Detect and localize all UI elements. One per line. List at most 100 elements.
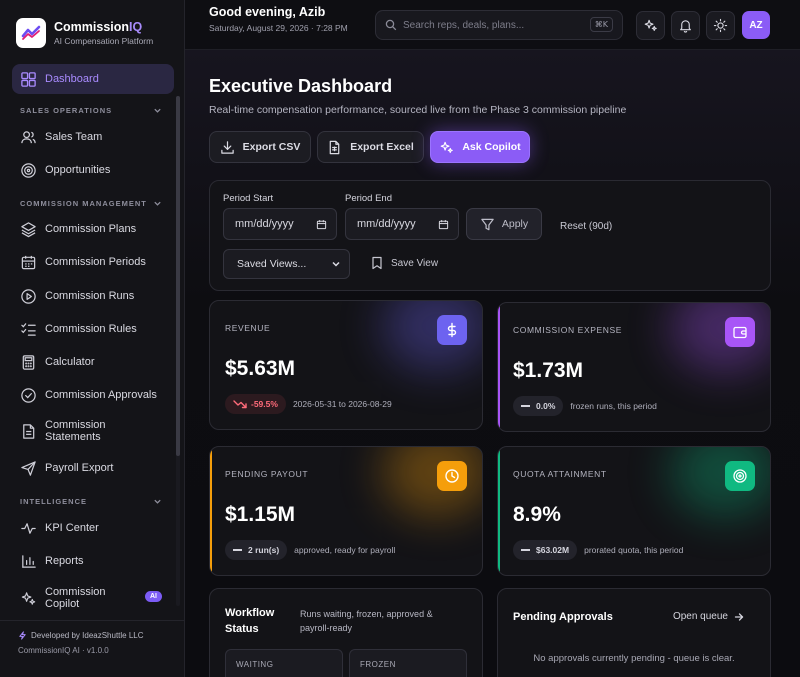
calendar-icon[interactable] xyxy=(438,219,449,230)
ai-badge: AI xyxy=(145,591,162,602)
brand-logo xyxy=(16,18,46,48)
search-input[interactable] xyxy=(403,19,583,31)
save-view-button[interactable]: Save View xyxy=(370,256,438,270)
sidebar-scrollbar-thumb[interactable] xyxy=(176,96,180,456)
kpi-footnote: frozen runs, this period xyxy=(570,401,657,411)
calendar-icon[interactable] xyxy=(316,219,327,230)
sidebar-item-opportunities[interactable]: Opportunities xyxy=(12,155,174,185)
greeting-date: Saturday, August 29, 2026 · 7:28 PM xyxy=(209,23,348,33)
saved-views-select[interactable]: Saved Views... xyxy=(223,249,350,279)
sun-icon xyxy=(713,18,728,33)
export-excel-button[interactable]: Export Excel xyxy=(317,131,424,163)
kpi-footnote: approved, ready for payroll xyxy=(294,545,396,555)
brand-name: CommissionIQ xyxy=(54,20,143,34)
delta-chip: 2 run(s) xyxy=(225,540,288,560)
open-queue-link[interactable]: Open queue xyxy=(673,611,744,622)
sidebar-item-label: Sales Team xyxy=(45,131,103,143)
brand[interactable]: CommissionIQ AI Compensation Platform xyxy=(16,18,153,48)
dollar-icon xyxy=(437,315,467,345)
search-icon xyxy=(385,19,397,31)
sidebar-item-commission-rules[interactable]: Commission Rules xyxy=(12,314,174,344)
flat-trend-icon xyxy=(233,549,242,551)
ai-assistant-button[interactable] xyxy=(636,11,665,40)
period-start-input[interactable]: mm/dd/yyyy xyxy=(223,208,337,240)
arrow-right-icon xyxy=(734,612,744,621)
workflow-title: Workflow Status xyxy=(225,607,275,635)
sidebar-item-label: Calculator xyxy=(45,356,95,368)
version-text: CommissionIQ AI · v1.0.0 xyxy=(18,646,109,655)
notifications-button[interactable] xyxy=(671,11,700,40)
export-csv-button[interactable]: Export CSV xyxy=(209,131,311,163)
sidebar-item-label: Commission Rules xyxy=(45,323,137,335)
apply-button[interactable]: Apply xyxy=(466,208,542,240)
section-intelligence[interactable]: INTELLIGENCE xyxy=(20,497,162,506)
chevron-down-icon xyxy=(154,499,161,504)
search-bar[interactable]: ⌘K xyxy=(375,10,623,40)
sidebar-item-label: Commission Plans xyxy=(45,223,137,235)
theme-toggle-button[interactable] xyxy=(706,11,735,40)
section-label: COMMISSION MANAGEMENT xyxy=(20,199,147,208)
user-avatar[interactable]: AZ xyxy=(742,11,770,39)
sidebar-item-calculator[interactable]: Calculator xyxy=(12,347,174,377)
sidebar-item-commission-statements[interactable]: Commission Statements xyxy=(12,416,174,446)
sidebar-item-payroll-export[interactable]: Payroll Export xyxy=(12,453,174,483)
approvals-title: Pending Approvals xyxy=(513,611,613,623)
sidebar-item-kpi-center[interactable]: KPI Center xyxy=(12,513,174,543)
section-commission-management[interactable]: COMMISSION MANAGEMENT xyxy=(20,199,162,208)
clock-icon xyxy=(437,461,467,491)
sidebar-item-label: Dashboard xyxy=(45,73,99,85)
sidebar-item-label: Commission Periods xyxy=(45,256,146,268)
kpi-label: PENDING PAYOUT xyxy=(225,469,309,479)
kpi-label: REVENUE xyxy=(225,323,271,333)
kpi-value: $5.63M xyxy=(225,357,296,380)
brand-subtitle: AI Compensation Platform xyxy=(54,36,154,46)
kpi-card-pending-payout: PENDING PAYOUT $1.15M 2 run(s) approved,… xyxy=(209,446,483,576)
chevron-down-icon xyxy=(332,261,340,267)
period-end-input[interactable]: mm/dd/yyyy xyxy=(345,208,459,240)
period-start-label: Period Start xyxy=(223,193,274,204)
users-icon xyxy=(19,128,37,146)
sidebar-item-label: Commission Statements xyxy=(45,419,106,443)
kpi-card-quota-attainment: QUOTA ATTAINMENT 8.9% $63.02M prorated q… xyxy=(497,446,771,576)
sidebar-item-commission-plans[interactable]: Commission Plans xyxy=(12,214,174,244)
activity-icon xyxy=(19,519,37,537)
sidebar-item-reports[interactable]: Reports xyxy=(12,546,174,576)
card-glow xyxy=(670,447,770,517)
sidebar-item-label: Payroll Export xyxy=(45,462,114,474)
workflow-frozen-box[interactable]: FROZEN xyxy=(349,649,467,677)
shortcut-hint: ⌘K xyxy=(589,17,613,32)
sidebar-item-label: Commission Copilot xyxy=(45,586,106,610)
sidebar-item-sales-team[interactable]: Sales Team xyxy=(12,122,174,152)
sidebar-item-commission-copilot[interactable]: Commission Copilot AI xyxy=(12,583,174,613)
page-subtitle: Real-time compensation performance, sour… xyxy=(209,104,627,116)
kpi-card-revenue: REVENUE $5.63M -59.5% 2026-05-31 to 2026… xyxy=(209,300,483,430)
spreadsheet-icon xyxy=(329,140,340,154)
ask-copilot-button[interactable]: Ask Copilot xyxy=(430,131,530,163)
document-icon xyxy=(19,422,37,440)
kpi-footer: 2 run(s) approved, ready for payroll xyxy=(225,540,395,560)
send-icon xyxy=(19,459,37,477)
period-end-label: Period End xyxy=(345,193,393,204)
trend-down-icon xyxy=(233,400,247,409)
sidebar-item-dashboard[interactable]: Dashboard xyxy=(12,64,174,94)
target-icon xyxy=(725,461,755,491)
chevron-down-icon xyxy=(154,201,161,206)
kpi-label: COMMISSION EXPENSE xyxy=(513,325,623,335)
page-title: Executive Dashboard xyxy=(209,76,393,96)
workflow-description: Runs waiting, frozen, approved & payroll… xyxy=(300,609,433,633)
filters-card: Period Start mm/dd/yyyy Period End mm/dd… xyxy=(209,180,771,291)
reset-link[interactable]: Reset (90d) xyxy=(560,221,613,232)
download-icon xyxy=(220,140,234,154)
filter-icon xyxy=(481,218,494,230)
workflow-waiting-box[interactable]: WAITING xyxy=(225,649,343,677)
section-sales-operations[interactable]: SALES OPERATIONS xyxy=(20,106,162,115)
sidebar-item-commission-approvals[interactable]: Commission Approvals xyxy=(12,380,174,410)
accent-bar xyxy=(498,447,500,575)
calculator-icon xyxy=(19,353,37,371)
sidebar-item-commission-periods[interactable]: Commission Periods xyxy=(12,247,174,277)
accent-bar xyxy=(498,303,500,431)
sidebar-item-commission-runs[interactable]: Commission Runs xyxy=(12,281,174,311)
dashboard-icon xyxy=(19,70,37,88)
sidebar: CommissionIQ AI Compensation Platform Da… xyxy=(0,0,185,677)
greeting: Good evening, Azib Saturday, August 29, … xyxy=(209,5,359,34)
